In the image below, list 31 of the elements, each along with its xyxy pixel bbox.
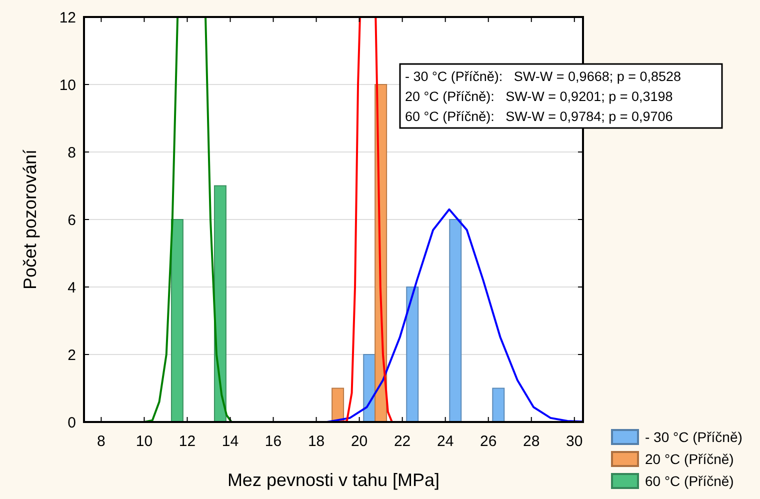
x-tick-label: 30 [566, 433, 583, 450]
line-series [143, 16, 179, 423]
y-tick-label: 6 [68, 212, 76, 229]
x-tick-label: 18 [308, 433, 325, 450]
x-tick-label: 8 [97, 433, 106, 450]
x-axis-title: Mez pevnosti v tahu [MPa] [227, 470, 440, 490]
legend-label: - 30 °C (Příčně) [645, 429, 742, 445]
x-tick-label: 12 [178, 433, 196, 450]
legend-label: 60 °C (Příčně) [645, 473, 734, 489]
line-series [204, 16, 233, 423]
x-tick-label: 20 [350, 433, 368, 450]
line-series [326, 208, 584, 423]
x-tick-label: 16 [264, 433, 282, 450]
y-tick-label: 0 [68, 414, 76, 432]
x-tick-label: 10 [136, 433, 153, 450]
y-axis-title: Počet pozorování [20, 149, 40, 290]
x-tick-label: 24 [437, 433, 454, 450]
annotation: 60 °C (Příčně): SW-W = 0,9784; p = 0,9706 [405, 109, 673, 124]
x-tick-label: 14 [222, 433, 239, 450]
y-tick-label: 12 [59, 9, 76, 26]
y-tick-label: 4 [68, 279, 76, 296]
y-tick-label: 10 [59, 76, 76, 94]
annotation: - 30 °C (Příčně): SW-W = 0,9668; p = 0,8528 [405, 69, 682, 84]
x-tick-label: 28 [523, 433, 540, 450]
x-tick-label: 22 [394, 433, 411, 450]
y-tick-label: 8 [68, 144, 76, 162]
y-tick-label: 2 [68, 346, 76, 364]
legend-label: 20 °C (Příčně) [645, 451, 734, 467]
x-tick-label: 26 [480, 433, 497, 450]
annotation: 20 °C (Příčně): SW-W = 0,9201; p = 0,3198 [405, 89, 673, 104]
line-series [374, 16, 394, 423]
